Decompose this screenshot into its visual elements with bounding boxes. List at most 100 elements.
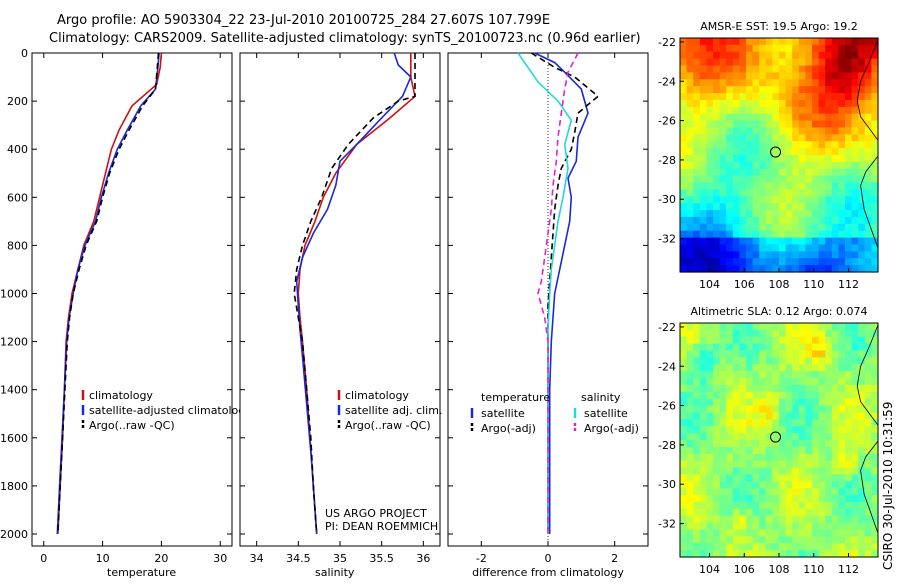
sst_map-cell [686,65,694,74]
sst_map-cell [772,51,780,60]
sst_map-cell [831,38,839,46]
sla_map-cell [699,371,707,379]
sla_map-cell [851,371,859,379]
sla_map-cell [845,440,853,448]
sst_map-cell [825,182,833,191]
sla_map-cell [719,391,727,400]
sst_map-cell [805,38,813,46]
sla_map-cell [726,488,734,496]
sla_map-cell [858,501,866,510]
sst_map-cell [726,196,734,204]
sla_map-cell [831,329,839,338]
sst_map-cell [779,251,787,259]
sla_map-cell [858,329,866,338]
sst_map-cell [765,51,773,60]
sst_map-cell [818,251,826,259]
sla_map-cell [779,398,787,407]
sst_map-cell [706,196,714,204]
sla_map-cell [713,433,721,441]
sst_map-cell [759,251,767,259]
sst_map-cell [785,79,793,87]
sla_map-cell [693,391,701,400]
sst_map-cell [752,148,760,156]
sst_map-cell [719,44,727,53]
sla_map-cell [851,446,859,455]
sst_map-cell [812,258,820,266]
sla_map-cell [838,323,846,331]
sla_map-cell [693,495,701,503]
sla_map-cell [759,364,767,372]
sst_map-cell [699,72,707,80]
sst_map-cell [680,99,688,108]
sst_map-cell [838,251,846,259]
sst_map-cell [759,161,767,170]
sla_map-cell [706,501,714,510]
sst_map-cell [812,237,820,246]
sla_map-cell [680,398,688,407]
sla_map-cell [752,412,760,420]
sla_map-cell [680,501,688,510]
sla_map-cell [812,350,820,359]
sst_map-cell [805,210,813,218]
sla_map-cell [686,536,694,544]
sla_map-cell [732,467,740,476]
sla_map-cell [825,481,833,489]
sla_map-cell [838,433,846,441]
sst_map-xtick-label: 106 [734,278,755,291]
sst_map-cell [686,155,694,163]
sla_map-cell [726,350,734,359]
sla_map-cell [732,453,740,462]
sla_map-cell [825,522,833,531]
sla_map-cell [732,522,740,531]
temperature-ytick-label: 2000 [0,528,28,541]
sst_map-cell [838,120,846,129]
sla_map-cell [831,343,839,352]
temperature-xtick-label: 10 [96,552,110,565]
sst_map-cell [864,113,872,122]
sst_map-cell [706,244,714,252]
sst_map-cell [845,216,853,225]
sla_map-cell [792,405,800,414]
sst_map-cell [706,93,714,101]
sst_map-cell [864,38,872,46]
temperature-axes-box [31,52,233,547]
sla_map-cell [759,495,767,503]
sla_map-cell [713,357,721,365]
sla_map-cell [851,501,859,510]
sla_map-cell [785,419,793,427]
sst_map-coastline-1 [856,39,879,141]
sla_map-cell [732,350,740,359]
sst_map-cell [699,99,707,108]
sst_map-cell [812,79,820,87]
sst_map-cell [805,203,813,211]
sla_map-cell [759,391,767,400]
sst_map-cell [831,93,839,101]
sst_map-cell [746,237,754,246]
sla_map-cell [772,419,780,427]
sst_map-cell [864,106,872,115]
sst_map-cell [739,265,747,273]
sla_map-cell [805,426,813,434]
sla_map-cell [693,323,701,331]
sst_map-cell [706,155,714,163]
sst_map-cell [805,58,813,67]
sla_map-cell [812,488,820,496]
sla_map-cell [739,384,747,393]
sst_map-cell [792,38,800,46]
sla_map-cell [805,467,813,476]
sst_map-cell [805,244,813,252]
sla_map-cell [686,467,694,476]
sst_map-cell [785,86,793,94]
sla_map-cell [719,440,727,448]
sla_map-cell [726,433,734,441]
sst_map-cell [785,216,793,225]
sst_map-cell [838,216,846,225]
sst_map-cell [732,148,740,156]
sst_map-cell [779,196,787,204]
difference-legend-item-4: Argo(-adj) [584,422,639,435]
sla_map-cell [779,543,787,551]
sst_map-cell [706,99,714,108]
sla_map-cell [812,446,820,455]
sst_map-cell [686,196,694,204]
sla_map-cell [719,336,727,345]
